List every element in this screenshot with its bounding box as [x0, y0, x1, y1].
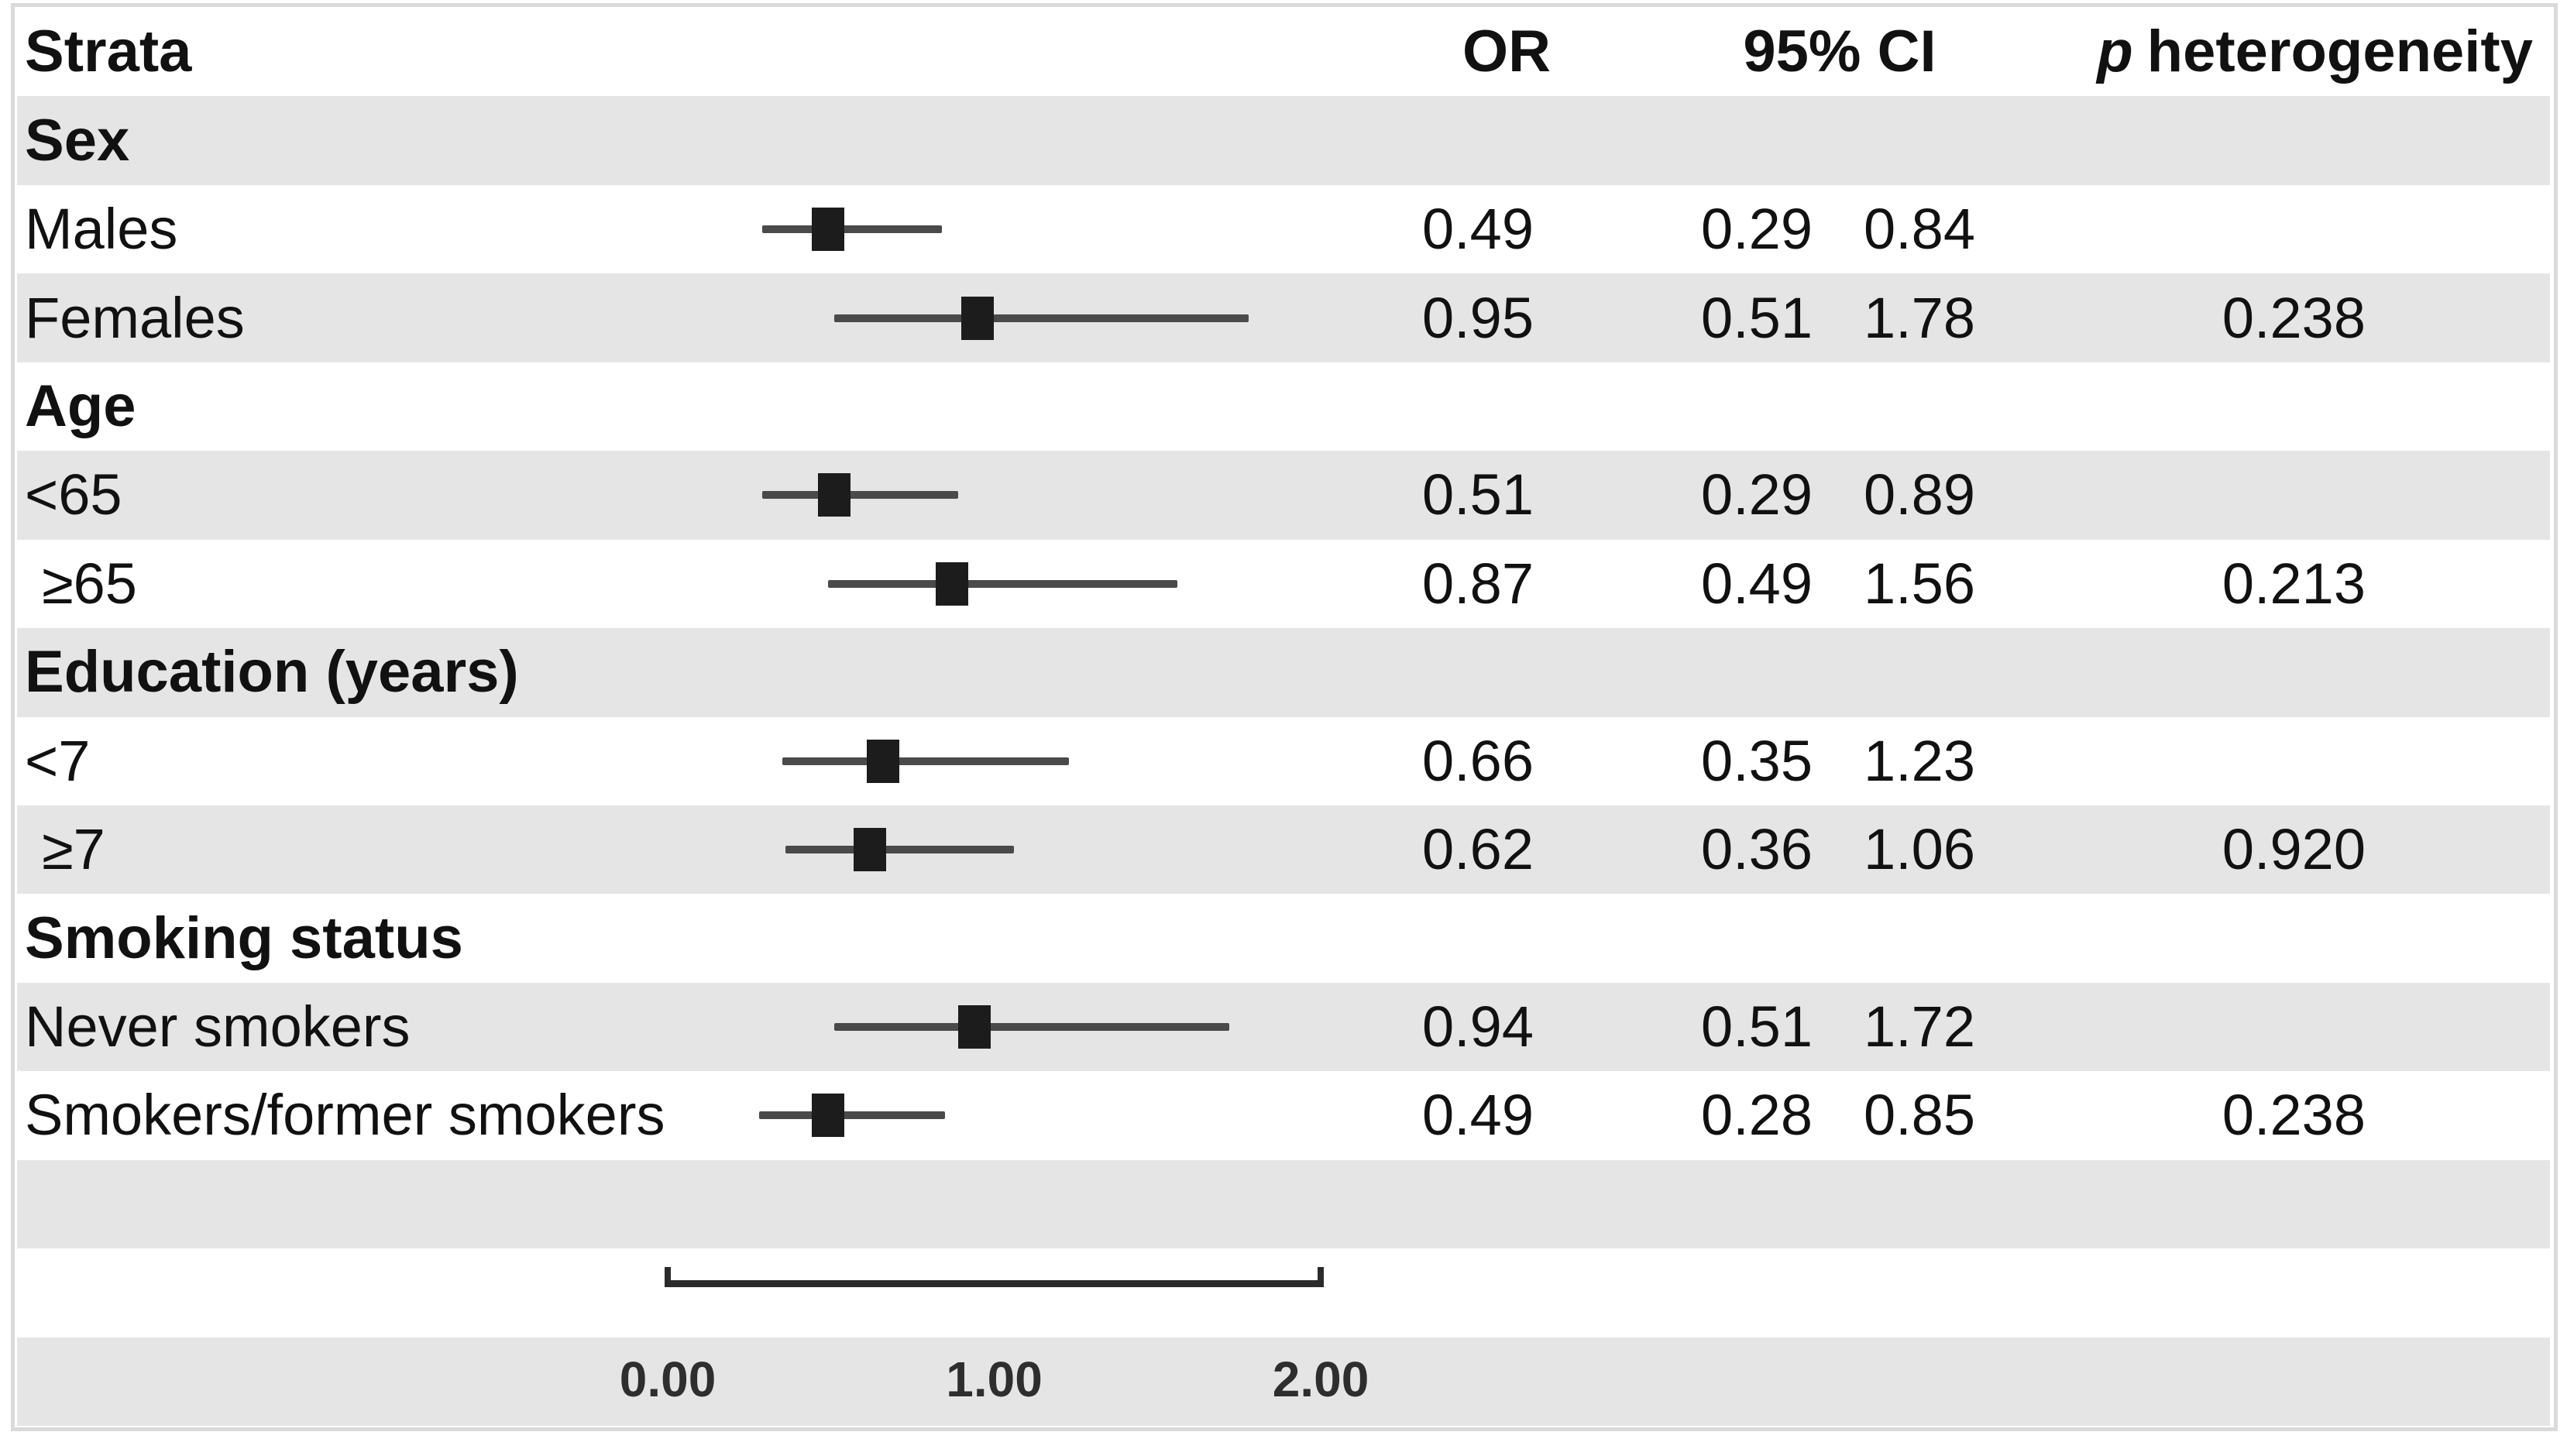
stratum-label: <7 [25, 728, 91, 793]
table-row: Smokers/former smokers 0.49 0.28 0.85 0.238 [17, 1071, 2550, 1160]
table-row: Females 0.95 0.51 1.78 0.238 [17, 273, 2550, 362]
column-header-or: OR [1462, 19, 1551, 84]
or-marker [811, 1094, 844, 1138]
ci-upper-value: 0.85 [1863, 1083, 1975, 1148]
group-label: Age [25, 373, 136, 439]
header-row: Strata OR 95% CI p heterogeneity [17, 8, 2550, 96]
ci-upper-value: 1.06 [1863, 817, 1975, 882]
p-heterogeneity-word: heterogeneity [2146, 19, 2533, 84]
p-heterogeneity-value: 0.238 [2222, 285, 2366, 350]
axis-end-tick [665, 1267, 671, 1288]
x-axis-line [666, 1280, 1324, 1288]
p-heterogeneity-value: 0.238 [2222, 1083, 2366, 1148]
stratum-label: Never smokers [25, 994, 411, 1059]
x-axis-tick-label: 0.00 [619, 1351, 716, 1407]
table-row: Never smokers 0.94 0.51 1.72 [17, 982, 2550, 1072]
ci-lower-value: 0.29 [1700, 197, 1813, 262]
or-value: 0.95 [1421, 285, 1534, 350]
ci-lower-value: 0.51 [1700, 994, 1813, 1059]
group-label: Education (years) [25, 639, 519, 706]
stratum-label: <65 [25, 462, 122, 527]
ci-lower-value: 0.28 [1700, 1083, 1813, 1148]
p-italic: p [2097, 19, 2133, 84]
table-row: <7 0.66 0.35 1.23 [17, 716, 2550, 805]
or-marker [958, 1005, 991, 1049]
or-value: 0.49 [1421, 1083, 1534, 1148]
p-heterogeneity-value: 0.213 [2222, 551, 2366, 616]
or-value: 0.51 [1421, 462, 1534, 527]
or-marker [935, 561, 968, 606]
axis-end-tick [1318, 1267, 1324, 1288]
x-axis-tick-label: 2.00 [1272, 1351, 1369, 1407]
or-marker [817, 473, 851, 517]
or-value: 0.87 [1421, 551, 1534, 616]
x-axis-tick-label: 1.00 [946, 1351, 1043, 1407]
stratum-label: ≥7 [42, 817, 105, 882]
ci-lower-value: 0.49 [1700, 551, 1813, 616]
ci-line [785, 846, 1014, 854]
group-label: Sex [25, 107, 130, 173]
table-row: ≥65 0.87 0.49 1.56 0.213 [17, 539, 2550, 629]
stratum-label: Females [25, 285, 245, 350]
ci-upper-value: 1.78 [1863, 285, 1975, 350]
ci-upper-value: 1.56 [1863, 551, 1975, 616]
group-row: Smoking status [17, 894, 2550, 983]
ci-upper-value: 0.84 [1863, 197, 1975, 262]
table-row: Males 0.49 0.29 0.84 [17, 184, 2550, 274]
table-row: <65 0.51 0.29 0.89 [17, 451, 2550, 540]
axis-row [17, 1248, 2550, 1338]
group-row: Age [17, 362, 2550, 452]
ci-line [762, 491, 959, 500]
ci-lower-value: 0.51 [1700, 285, 1813, 350]
ci-upper-value: 1.72 [1863, 994, 1975, 1059]
ci-line [827, 579, 1177, 588]
column-header-strata: Strata [25, 19, 192, 84]
ci-lower-value: 0.29 [1700, 462, 1813, 527]
ci-line [759, 1111, 946, 1120]
spacer-row [17, 1159, 2550, 1249]
or-marker [854, 828, 887, 872]
ci-lower-value: 0.36 [1700, 817, 1813, 882]
or-value: 0.62 [1421, 817, 1534, 882]
ticklabels-row [17, 1337, 2550, 1427]
ci-line [833, 1023, 1229, 1032]
or-value: 0.49 [1421, 197, 1534, 262]
stratum-label: ≥65 [42, 551, 137, 616]
or-value: 0.94 [1421, 994, 1534, 1059]
or-marker [811, 208, 844, 252]
table-row: ≥7 0.62 0.36 1.06 0.920 [17, 805, 2550, 895]
ci-upper-value: 1.23 [1863, 728, 1975, 793]
group-row: Sex [17, 96, 2550, 185]
column-header-p-heterogeneity: p heterogeneity [2015, 8, 2533, 96]
ci-line [782, 757, 1070, 765]
ci-upper-value: 0.89 [1863, 462, 1975, 527]
ci-line [762, 225, 943, 234]
column-header-ci: 95% CI [1743, 19, 1936, 84]
or-marker [961, 296, 995, 340]
p-heterogeneity-value: 0.920 [2222, 817, 2366, 882]
group-row: Education (years) [17, 628, 2550, 717]
or-marker [867, 739, 900, 783]
ci-line [833, 314, 1249, 322]
stratum-label: Smokers/former smokers [25, 1083, 665, 1148]
or-value: 0.66 [1421, 728, 1534, 793]
group-label: Smoking status [25, 905, 463, 971]
ci-lower-value: 0.35 [1700, 728, 1813, 793]
stratum-label: Males [25, 197, 178, 262]
